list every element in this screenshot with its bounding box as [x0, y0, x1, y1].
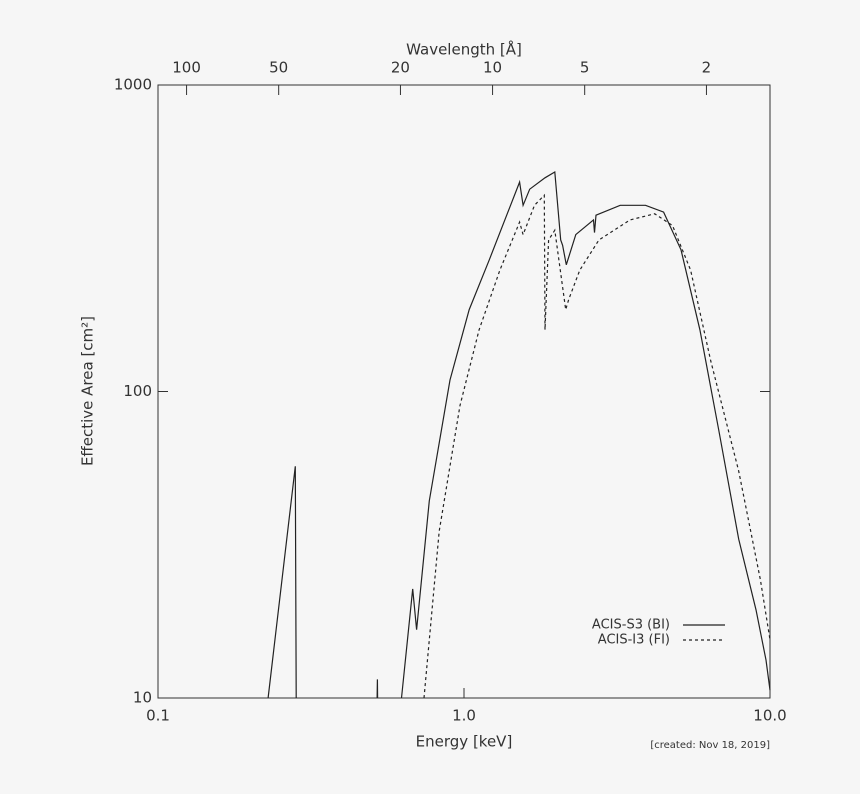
x2-tick-label: 10	[483, 59, 502, 77]
annotation: [created: Nov 18, 2019]	[650, 740, 770, 751]
y-tick-label: 1000	[114, 76, 152, 94]
x2-tick-label: 2	[702, 59, 712, 77]
x2-tick-label: 5	[580, 59, 590, 77]
y-axis-label: Effective Area [cm²]	[79, 316, 97, 466]
y-tick-label: 10	[133, 689, 152, 707]
series-line	[267, 170, 771, 699]
x-axis-label: Energy [keV]	[416, 733, 513, 751]
x-tick-label: 10.0	[753, 707, 786, 725]
x2-axis-label: Wavelength [Å]	[406, 40, 522, 59]
legend-label: ACIS-S3 (BI)	[592, 618, 670, 633]
x2-tick-label: 20	[391, 59, 410, 77]
x-tick-label: 0.1	[146, 707, 170, 725]
legend-label: ACIS-I3 (FI)	[598, 633, 670, 648]
y-tick-label: 100	[123, 382, 152, 400]
plot-frame	[157, 84, 771, 699]
x2-tick-label: 50	[269, 59, 288, 77]
series-line	[423, 193, 771, 699]
x2-tick-label: 100	[172, 59, 201, 77]
x-tick-label: 1.0	[452, 707, 476, 725]
